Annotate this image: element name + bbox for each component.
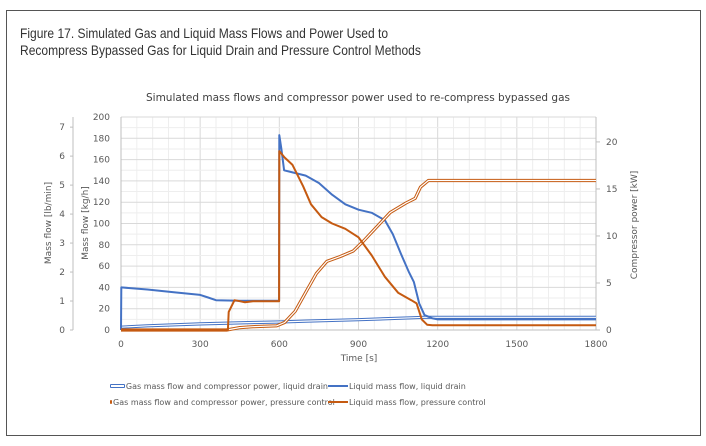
y-tick-label-kg-h: 0 <box>104 326 110 336</box>
x-tick-label: 1500 <box>505 340 528 350</box>
x-tick-label: 600 <box>271 340 288 350</box>
x-tick-label: 1200 <box>426 340 449 350</box>
legend-item-liquid-pressure-control[interactable]: Liquid mass flow, pressure control <box>328 398 486 407</box>
figure-title: Figure 17. Simulated Gas and Liquid Mass… <box>20 25 421 59</box>
legend-item-gas-liquid-drain[interactable]: Gas mass flow and compressor power, liqu… <box>110 382 328 391</box>
y-tick-label-kw: 0 <box>606 326 612 336</box>
series-2 <box>121 178 596 332</box>
y-tick-label-kg-h: 140 <box>93 177 110 187</box>
y-tick-label-kw: 15 <box>606 185 617 195</box>
y-tick-label-kw: 10 <box>606 232 618 242</box>
y-tick-label-kg-h: 120 <box>93 198 110 208</box>
y-tick-label-kg-h: 20 <box>99 305 111 315</box>
legend-label: Liquid mass flow, liquid drain <box>349 381 466 391</box>
y-tick-label-kg-h: 80 <box>99 241 111 251</box>
legend-swatch-double-line-icon <box>110 400 112 404</box>
legend-item-gas-pressure-control[interactable]: Gas mass flow and compressor power, pres… <box>110 398 335 407</box>
figure-title-line-2: Recompress Bypassed Gas for Liquid Drain… <box>20 42 421 58</box>
series-1 <box>120 134 596 331</box>
y-axis-label-lb-min: Mass flow [lb/min] <box>44 182 54 264</box>
legend: Gas mass flow and compressor power, liqu… <box>110 378 486 410</box>
legend-label: Liquid mass flow, pressure control <box>349 397 486 407</box>
x-axis-label: Time [s] <box>340 354 378 364</box>
x-tick-label: 300 <box>192 340 209 350</box>
y-tick-label-lb-min: 3 <box>59 239 65 249</box>
x-tick-label: 1800 <box>585 340 608 350</box>
y-tick-label-kw: 20 <box>606 138 618 148</box>
grid <box>120 116 597 331</box>
y-tick-label-lb-min: 7 <box>59 123 65 133</box>
y-tick-label-kg-h: 60 <box>99 262 111 272</box>
y-tick-label-lb-min: 1 <box>59 297 65 307</box>
series-line <box>120 134 596 331</box>
y-tick-label-kg-h: 40 <box>99 283 111 293</box>
y-tick-label-lb-min: 6 <box>59 152 65 162</box>
series-0 <box>120 315 596 329</box>
y-tick-label-kg-h: 180 <box>93 134 110 144</box>
y-tick-label-lb-min: 4 <box>59 210 65 220</box>
y-tick-label-lb-min: 0 <box>59 326 65 336</box>
x-tick-label: 0 <box>118 340 124 350</box>
series-line <box>121 150 596 331</box>
y-tick-label-kg-h: 200 <box>93 113 110 123</box>
series-line-inner <box>121 179 596 331</box>
legend-item-liquid-liquid-drain[interactable]: Liquid mass flow, liquid drain <box>328 382 466 391</box>
axes: 0 300 600 900 1200 1500 1800020406080100120140… <box>59 113 617 350</box>
y-tick-label-lb-min: 2 <box>59 268 65 278</box>
y-axis-label-kg-h: Mass flow [kg/h] <box>81 186 91 260</box>
y-tick-label-kg-h: 100 <box>93 220 110 230</box>
chart-title: Simulated mass flows and compressor powe… <box>146 92 570 104</box>
legend-swatch-line-icon <box>328 401 348 403</box>
y-axis-label-kw: Compressor power [kW] <box>630 171 640 280</box>
legend-swatch-double-line-icon <box>110 384 125 388</box>
legend-label: Gas mass flow and compressor power, pres… <box>113 397 335 407</box>
series-3 <box>121 150 596 331</box>
series-line-inner <box>120 316 596 328</box>
y-tick-label-lb-min: 5 <box>59 181 65 191</box>
y-tick-label-kg-h: 160 <box>93 156 110 166</box>
legend-swatch-line-icon <box>328 385 348 387</box>
y-tick-label-kw: 5 <box>606 279 612 289</box>
x-tick-label: 900 <box>350 340 367 350</box>
legend-label: Gas mass flow and compressor power, liqu… <box>125 381 328 391</box>
figure-title-line-1: Figure 17. Simulated Gas and Liquid Mass… <box>20 25 389 41</box>
series-group <box>120 134 596 332</box>
